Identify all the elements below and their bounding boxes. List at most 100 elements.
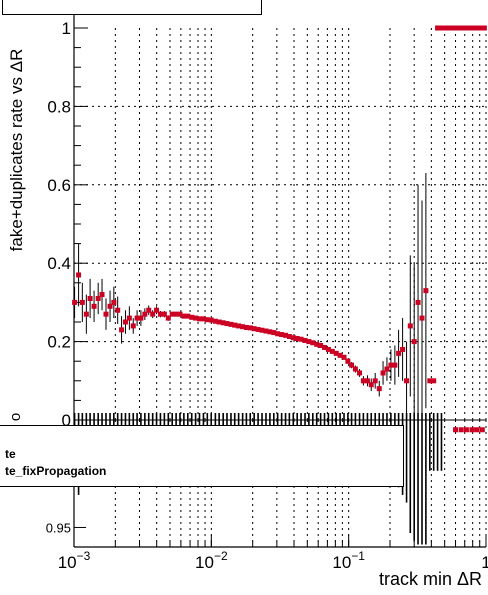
data-point	[286, 334, 292, 340]
data-point	[212, 318, 218, 324]
data-point	[372, 378, 378, 384]
main-y-tick-label: 0.4	[47, 254, 71, 273]
data-point	[271, 330, 277, 336]
data-point	[157, 311, 163, 317]
data-point	[138, 315, 144, 321]
data-point	[314, 341, 320, 347]
data-point	[126, 315, 132, 321]
data-point	[76, 272, 82, 278]
data-point	[298, 336, 304, 342]
data-point	[322, 344, 328, 350]
data-point	[228, 321, 234, 327]
legend: te te_fixPropagation	[0, 425, 404, 487]
data-point	[216, 319, 222, 325]
data-point	[318, 343, 324, 349]
data-point	[306, 339, 312, 345]
x-tick-label: 10−2	[195, 549, 228, 572]
data-point	[302, 337, 308, 343]
x-tick-label: 10−1	[332, 549, 365, 572]
data-point	[196, 316, 202, 322]
data-point	[95, 295, 101, 301]
data-point	[310, 340, 316, 346]
data-point	[130, 323, 136, 329]
data-point	[415, 299, 421, 305]
data-point	[243, 324, 249, 330]
data-point	[247, 325, 253, 331]
data-point	[446, 25, 452, 31]
main-data-points	[72, 25, 487, 420]
data-point	[481, 25, 487, 31]
data-point	[72, 299, 78, 305]
data-point	[279, 332, 285, 338]
data-point	[341, 354, 347, 360]
data-point	[470, 25, 476, 31]
ratio-data-points	[453, 427, 485, 433]
ratio-y-label-fragment: o	[7, 413, 24, 421]
ratio-y-tick-label: 0.95	[46, 520, 71, 535]
x-tick-label: 1	[481, 553, 488, 572]
x-axis-label: track min ΔR	[379, 569, 482, 589]
data-point	[142, 311, 148, 317]
main-y-ticks: 0 0.2 0.4 0.6 0.8 1	[47, 19, 88, 430]
data-point	[404, 378, 410, 384]
data-point	[161, 311, 167, 317]
data-point	[165, 315, 171, 321]
data-point	[431, 378, 437, 384]
data-point	[407, 323, 413, 329]
data-point	[364, 378, 370, 384]
data-point	[146, 307, 152, 313]
data-point	[438, 25, 444, 31]
data-point	[396, 350, 402, 356]
data-point	[435, 25, 441, 31]
data-point	[349, 362, 355, 368]
data-point	[325, 346, 331, 352]
x-tick-label: 10−3	[58, 549, 91, 572]
data-point	[427, 378, 433, 384]
data-point	[267, 329, 273, 335]
data-point	[474, 25, 480, 31]
ratio-point	[479, 427, 485, 433]
data-point	[255, 326, 261, 332]
data-point	[122, 319, 128, 325]
data-point	[204, 317, 210, 323]
data-point	[275, 331, 281, 337]
data-point	[119, 327, 125, 333]
data-point	[411, 339, 417, 345]
main-y-tick-label: 0.8	[47, 97, 71, 116]
data-point	[107, 303, 113, 309]
data-point	[91, 303, 97, 309]
main-y-tick-label: 0	[62, 411, 71, 430]
data-point	[259, 327, 265, 333]
data-point	[185, 313, 191, 319]
data-point	[240, 324, 246, 330]
data-point	[154, 307, 160, 313]
data-point	[376, 386, 382, 392]
data-point	[462, 25, 468, 31]
data-point	[169, 311, 175, 317]
legend-entry-label: te_fixPropagation	[5, 464, 107, 478]
data-point	[251, 326, 257, 332]
main-frame	[73, 8, 486, 421]
data-point	[357, 370, 363, 376]
ratio-point	[458, 427, 464, 433]
data-point	[454, 25, 460, 31]
data-point	[181, 313, 187, 319]
data-point	[466, 25, 472, 31]
data-point	[380, 370, 386, 376]
data-point	[337, 352, 343, 358]
legend-entry-label: te	[5, 447, 16, 461]
data-point	[458, 25, 464, 31]
data-point	[232, 322, 238, 328]
data-point	[224, 321, 230, 327]
data-point	[115, 307, 121, 313]
ratio-point	[469, 427, 475, 433]
data-point	[345, 358, 351, 364]
data-point	[384, 366, 390, 372]
data-point	[290, 335, 296, 341]
data-point	[442, 25, 448, 31]
ratio-point	[453, 427, 459, 433]
data-point	[83, 311, 89, 317]
data-point	[423, 288, 429, 294]
